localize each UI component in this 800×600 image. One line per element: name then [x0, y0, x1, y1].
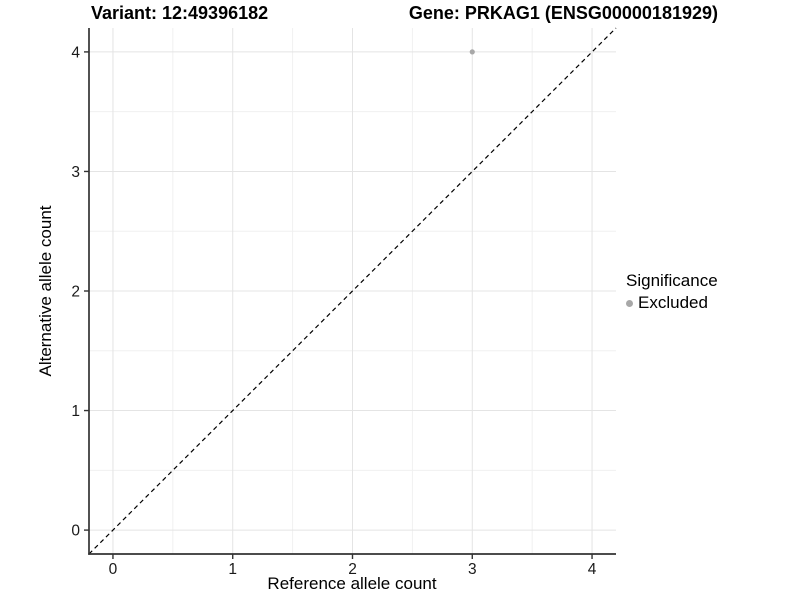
legend-item-excluded: Excluded	[626, 293, 718, 313]
legend-item-label: Excluded	[638, 293, 708, 312]
legend-point-icon	[626, 299, 633, 307]
y-tick-label: 3	[71, 164, 80, 181]
x-axis-title: Reference allele count	[267, 574, 437, 593]
y-tick-label: 2	[71, 284, 80, 301]
x-tick-label: 4	[588, 561, 597, 578]
variant-title: Variant: 12:49396182	[91, 3, 269, 23]
y-axis-title: Alternative allele count	[36, 205, 55, 377]
legend-title: Significance	[626, 271, 718, 290]
x-tick-label: 0	[109, 561, 118, 578]
y-tick-label: 4	[71, 44, 80, 61]
y-tick-label: 0	[71, 523, 80, 540]
legend: Significance Excluded	[626, 271, 718, 313]
gene-title: Gene: PRKAG1 (ENSG00000181929)	[408, 3, 718, 23]
x-tick-label: 2	[348, 561, 357, 578]
data-point	[469, 49, 475, 55]
x-tick-label: 3	[468, 561, 477, 578]
identity-reference-line	[88, 27, 617, 555]
x-tick-label: 1	[228, 561, 237, 578]
y-tick-label: 1	[71, 403, 80, 420]
